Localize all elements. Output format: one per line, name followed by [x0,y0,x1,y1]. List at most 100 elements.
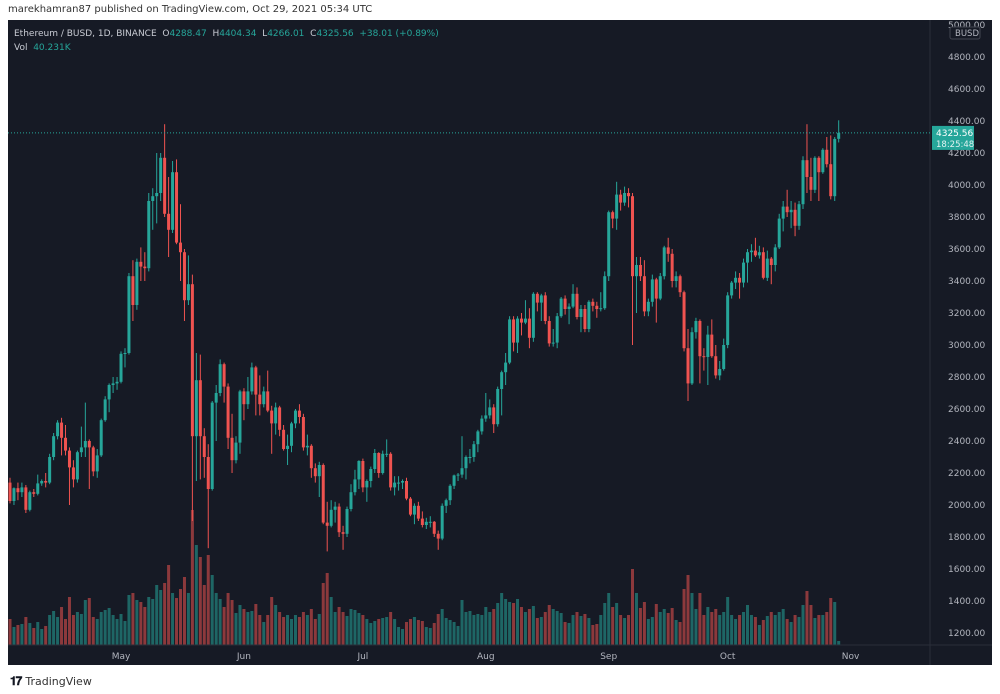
volume-bar [75,612,79,645]
candle-body [262,391,266,405]
open-value: 4288.47 [169,29,207,39]
candle-body [365,481,369,488]
volume-bar [650,617,654,645]
volume-bar [238,605,242,645]
volume-bar [738,615,742,645]
volume-bar [504,599,508,645]
candle-body [825,149,829,165]
volume-bar [745,605,749,645]
volume-bar [36,622,40,645]
candle-body [642,276,646,312]
candle-body [147,201,151,269]
volume-bar [734,619,738,645]
footer-brand[interactable]: TradingView [25,675,92,688]
volume-bar [309,609,313,645]
candle-body [305,445,309,448]
candle-body [698,321,702,357]
candle-body [190,284,194,437]
price-tick-label: 1800.00 [948,533,985,543]
candle-body [194,380,198,437]
volume-bar [523,612,527,645]
volume-bar [516,599,520,645]
volume-bar [496,603,500,645]
candle-body [631,196,635,277]
candle-body [563,298,567,309]
volume-bar [638,608,642,645]
volume-bar [131,593,135,645]
candle-body [508,319,512,363]
volume-bar [757,625,761,645]
candle-body [67,450,71,468]
volume-bar [345,616,349,645]
candle-body [329,509,333,526]
candle-body [135,261,139,305]
candle-body [769,258,773,265]
candle-body [468,457,472,458]
candle-body [52,436,56,457]
symbol-label[interactable]: Ethereum / BUSD, 1D, BINANCE [14,29,157,39]
candle-body [821,149,825,173]
candle-body [492,407,496,425]
candle-body [523,318,527,323]
candle-body [20,487,24,493]
volume-bar [60,607,64,645]
volume-bar [761,620,765,645]
volume-bar [789,622,793,645]
low-value: 4266.01 [267,29,305,39]
close-label: C [310,29,317,39]
candle-body [401,481,405,483]
volume-bar [67,597,71,645]
volume-bar [274,605,278,645]
volume-bar [178,589,182,645]
time-tick-label: Aug [477,652,495,662]
candle-body [579,309,583,317]
candle-body [99,420,103,456]
volume-bar [706,607,710,645]
volume-bar [440,609,444,645]
candle-body [357,461,361,480]
candle-body [238,391,242,443]
candle-body [817,157,821,173]
volume-bar [301,612,305,645]
volume-bar [218,599,222,645]
candle-body [666,247,670,254]
chart-panel[interactable] [8,20,992,665]
volume-bar [317,614,321,645]
candle-body [627,193,631,197]
volume-bar [480,615,484,645]
volume-bar [488,612,492,645]
candle-body [797,204,801,226]
volume-bar [24,617,28,645]
candle-body [476,431,480,445]
candle-body [432,521,436,534]
volume-bar [508,602,512,645]
candle-body [777,218,781,248]
time-tick-label: May [112,652,131,662]
volume-bar [103,610,107,645]
candle-body [278,407,282,430]
volume-bar [801,605,805,645]
price-tick-label: 2800.00 [948,373,985,383]
candle-body [634,265,638,277]
volume-bar [702,615,706,645]
tradingview-logo-icon[interactable]: 𝟏𝟕 [10,674,22,688]
candle-body [202,436,206,457]
candle-body [309,445,313,469]
volume-bar [591,625,595,645]
volume-bar [369,623,373,645]
candle-body [75,452,79,480]
candle-body [424,521,428,525]
volume-bar [607,593,611,645]
candle-body [793,209,797,226]
price-tick-label: 4000.00 [948,181,985,191]
volume-bar [563,622,567,645]
candle-body [16,488,20,493]
volume-bar [500,593,504,645]
volume-bar [432,623,436,645]
volume-bar [718,615,722,645]
volume-bar [171,593,175,645]
volume-bar [781,609,785,645]
volume-bar [32,628,36,645]
candle-body [32,492,36,494]
vol-label: Vol [14,43,28,53]
